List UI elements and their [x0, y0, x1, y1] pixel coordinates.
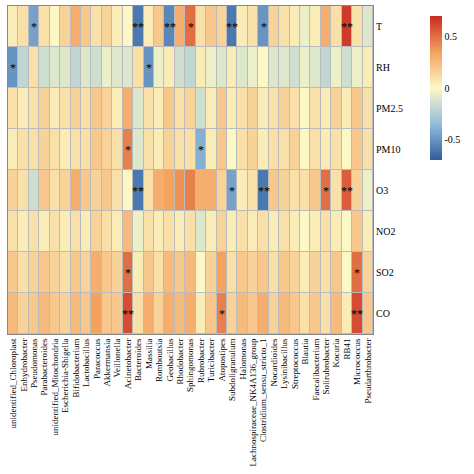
svg-text:0.5: 0.5: [445, 31, 458, 42]
svg-text:Lachnospiraceae_NK4A136_group: Lachnospiraceae_NK4A136_group: [248, 338, 258, 466]
svg-text:Streptococcus: Streptococcus: [290, 338, 300, 389]
svg-text:0: 0: [445, 83, 450, 94]
svg-text:Massilia: Massilia: [144, 339, 154, 370]
svg-text:**: **: [341, 20, 353, 34]
svg-text:*: *: [10, 61, 16, 75]
svg-text:Escherichia-Shigella: Escherichia-Shigella: [60, 339, 70, 413]
svg-text:*: *: [261, 20, 267, 34]
svg-text:Veillonella: Veillonella: [112, 339, 122, 378]
svg-text:unidentified_Mitochondria: unidentified_Mitochondria: [50, 339, 60, 436]
svg-text:Bifidobacterium: Bifidobacterium: [71, 339, 81, 398]
svg-text:Turicibacter: Turicibacter: [206, 339, 216, 383]
svg-text:**: **: [132, 184, 144, 198]
svg-text:Lactobacillus: Lactobacillus: [81, 338, 91, 387]
svg-text:Pseudarthrobacter: Pseudarthrobacter: [363, 339, 373, 404]
svg-text:Halomonas: Halomonas: [238, 338, 248, 379]
svg-text:RH: RH: [376, 62, 390, 73]
svg-text:*: *: [125, 266, 131, 280]
svg-text:Enhydrobacter: Enhydrobacter: [19, 339, 29, 392]
svg-text:Parabacteroides: Parabacteroides: [39, 338, 49, 395]
svg-text:Solirubrobacter: Solirubrobacter: [321, 339, 331, 395]
svg-text:Lysinibacillus: Lysinibacillus: [279, 338, 289, 389]
svg-text:Micrococcus: Micrococcus: [352, 338, 362, 385]
svg-text:Akkermansia: Akkermansia: [102, 339, 112, 387]
svg-text:PM10: PM10: [376, 144, 400, 155]
svg-text:Acinetobacter: Acinetobacter: [123, 339, 133, 389]
svg-text:*: *: [323, 184, 329, 198]
svg-text:CO: CO: [376, 308, 390, 319]
svg-text:Rubrobacter: Rubrobacter: [196, 339, 206, 383]
svg-text:*: *: [229, 184, 235, 198]
svg-text:SO2: SO2: [376, 267, 394, 278]
svg-text:T: T: [376, 21, 382, 32]
svg-text:**: **: [122, 307, 134, 321]
svg-text:Geobacillus: Geobacillus: [165, 338, 175, 381]
svg-text:**: **: [132, 20, 144, 34]
svg-text:*: *: [31, 20, 37, 34]
svg-text:Clostridium_sensu_stricto_1: Clostridium_sensu_stricto_1: [258, 339, 268, 443]
svg-text:*: *: [146, 61, 152, 75]
svg-text:**: **: [164, 20, 176, 34]
svg-text:O3: O3: [376, 185, 388, 196]
svg-text:**: **: [351, 307, 363, 321]
svg-text:Pseudomonas: Pseudomonas: [29, 338, 39, 388]
svg-text:Romboutsia: Romboutsia: [154, 339, 164, 383]
svg-text:Subdoligranulum: Subdoligranulum: [227, 339, 237, 402]
svg-text:*: *: [354, 266, 360, 280]
svg-text:Paracoccus: Paracoccus: [92, 338, 102, 379]
svg-text:*: *: [219, 307, 225, 321]
svg-text:Faecalibacterium: Faecalibacterium: [311, 339, 321, 401]
svg-text:Sphingomonas: Sphingomonas: [185, 338, 195, 392]
svg-text:**: **: [258, 184, 270, 198]
svg-text:PM2.5: PM2.5: [376, 103, 403, 114]
svg-text:Bacteroides: Bacteroides: [133, 338, 143, 381]
svg-text:**: **: [341, 184, 353, 198]
svg-text:RB41: RB41: [342, 339, 352, 360]
svg-text:Nocardioides: Nocardioides: [269, 338, 279, 386]
svg-text:Blautia: Blautia: [300, 339, 310, 365]
svg-text:-0.5: -0.5: [445, 134, 461, 145]
svg-text:*: *: [198, 143, 204, 157]
svg-text:*: *: [125, 143, 131, 157]
svg-text:Kocuria: Kocuria: [331, 339, 341, 368]
svg-text:NO2: NO2: [376, 226, 395, 237]
svg-text:Atopostipes: Atopostipes: [217, 338, 227, 381]
svg-text:Rhodobacter: Rhodobacter: [175, 339, 185, 385]
svg-text:*: *: [188, 20, 194, 34]
svg-text:**: **: [226, 20, 238, 34]
svg-text:unidentified_Chloroplast: unidentified_Chloroplast: [8, 338, 18, 428]
